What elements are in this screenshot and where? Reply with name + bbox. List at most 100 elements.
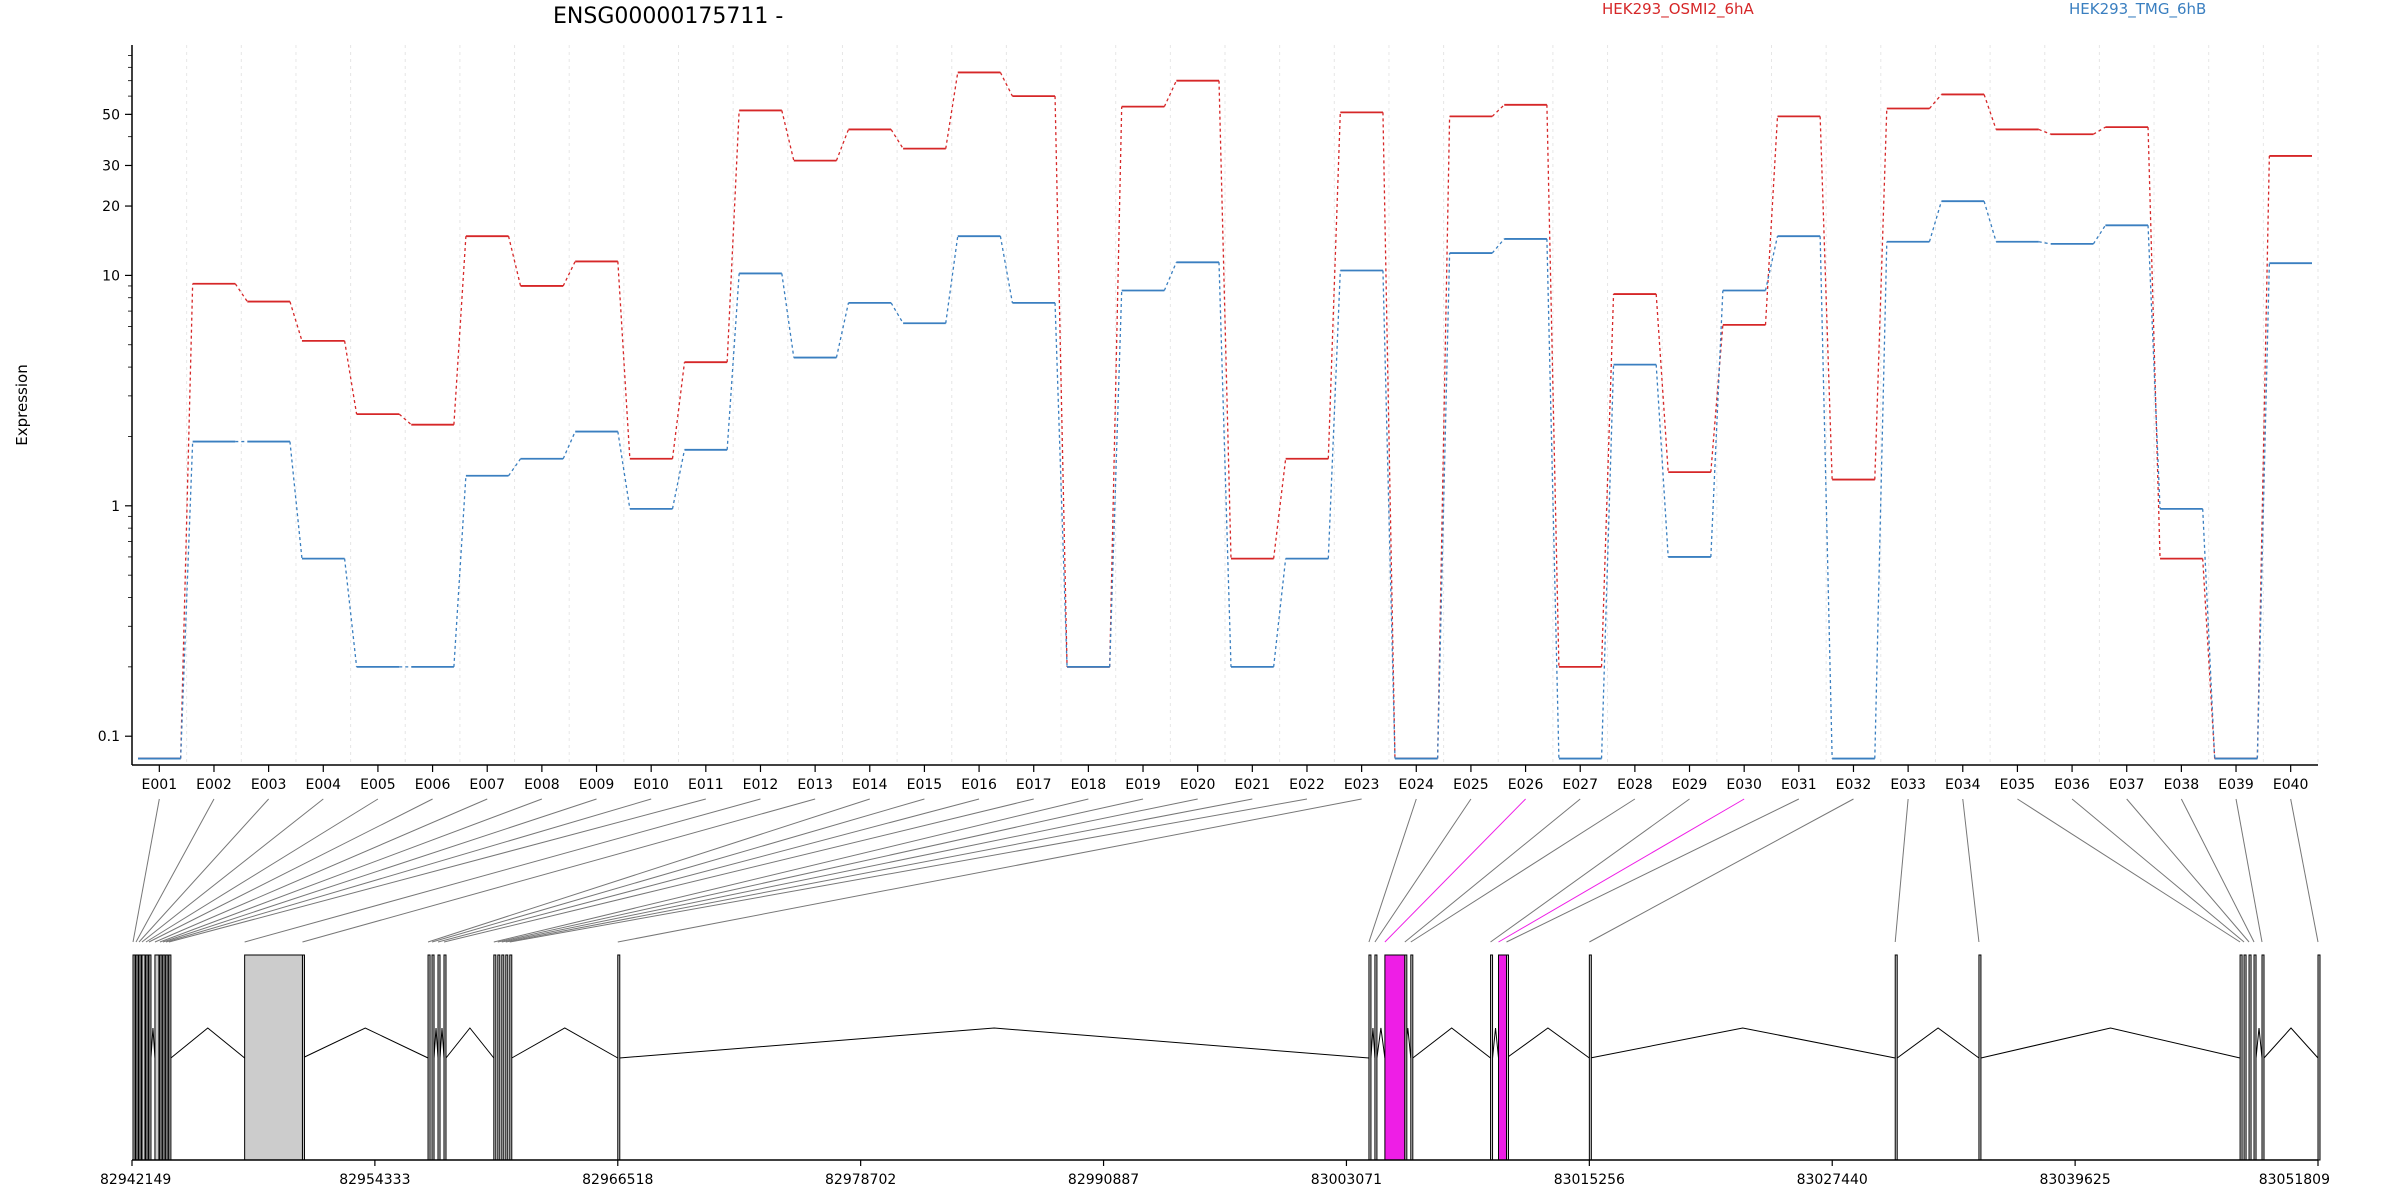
exon-connector xyxy=(2235,798,2263,943)
exon-connector xyxy=(1498,798,1745,943)
series-connector xyxy=(1546,238,1560,759)
exon-box xyxy=(2243,954,2247,1161)
exon-label: E012 xyxy=(743,777,779,793)
series-connector xyxy=(507,236,522,287)
series-connector xyxy=(1054,302,1068,667)
exon-connector xyxy=(1962,798,1980,943)
exon-connector xyxy=(431,798,925,943)
genome-tick-label: 82966518 xyxy=(582,1172,653,1188)
intron xyxy=(619,1027,1369,1059)
exon-connector xyxy=(162,798,597,943)
exon-box xyxy=(437,954,441,1161)
exon-box xyxy=(1978,954,1982,1161)
exon-box xyxy=(1410,954,1414,1161)
exon-box xyxy=(2239,954,2243,1161)
genome-tick-label: 83015256 xyxy=(1554,1172,1625,1188)
exon-box xyxy=(148,954,152,1161)
series-b xyxy=(138,200,2312,760)
exon-label: E018 xyxy=(1071,777,1107,793)
exon-box xyxy=(1498,954,1507,1161)
exon-connector xyxy=(1410,798,1636,943)
exon-label: E003 xyxy=(251,777,287,793)
series-connector xyxy=(781,273,795,358)
exon-box xyxy=(1404,954,1408,1161)
series-connector xyxy=(453,236,467,425)
exon-label: E005 xyxy=(360,777,396,793)
exon-connector xyxy=(244,798,761,943)
exon-connector xyxy=(2071,798,2245,943)
series-lines xyxy=(138,71,2312,760)
series-connector xyxy=(1163,262,1177,291)
exon-connector xyxy=(501,798,1198,943)
exon-label: E019 xyxy=(1125,777,1161,793)
series-connector xyxy=(562,261,576,287)
series-connector xyxy=(890,302,904,324)
exon-connector xyxy=(165,798,652,943)
exon-label: E023 xyxy=(1344,777,1380,793)
exon-connector xyxy=(427,798,870,943)
exon-label: E026 xyxy=(1508,777,1544,793)
exon-label: E037 xyxy=(2109,777,2145,793)
series-connector xyxy=(2256,155,2270,759)
exon-box xyxy=(1368,954,1372,1161)
exon-connector xyxy=(159,798,543,943)
series-connector xyxy=(343,558,358,667)
exon-box xyxy=(1505,954,1509,1161)
series-connector xyxy=(890,129,904,149)
exon-connector xyxy=(509,798,1308,943)
exon-connector xyxy=(132,798,160,943)
exon-label: E016 xyxy=(961,777,997,793)
series-connector xyxy=(781,110,795,161)
series-connector xyxy=(1600,294,1615,667)
exon-label: E022 xyxy=(1289,777,1325,793)
series-connector xyxy=(180,441,194,759)
exon-box xyxy=(154,954,160,1161)
exon-label: E010 xyxy=(633,777,669,793)
series-connector xyxy=(2147,225,2161,509)
exon-box xyxy=(145,954,149,1161)
exon-connector xyxy=(148,798,433,943)
series-connector xyxy=(1710,324,1724,473)
exon-label: E024 xyxy=(1398,777,1434,793)
exon-label: E008 xyxy=(524,777,560,793)
exon-connector xyxy=(302,798,816,943)
grid xyxy=(131,45,2319,765)
exon-box xyxy=(1384,954,1406,1161)
exon-label: E039 xyxy=(2218,777,2254,793)
exon-label: E014 xyxy=(852,777,888,793)
exon-box xyxy=(1490,954,1494,1161)
exon-box xyxy=(132,954,136,1161)
exon-label: E036 xyxy=(2054,777,2090,793)
x-axis: E001 E002 E003 E004 E005 E006 E007 E008 E009 E010… xyxy=(132,764,2318,793)
exon-box xyxy=(443,954,447,1161)
intron xyxy=(2255,1027,2263,1059)
series-connector xyxy=(1764,116,1779,325)
exon-label: E032 xyxy=(1836,777,1872,793)
series-connector xyxy=(617,431,631,509)
series-connector xyxy=(1655,364,1669,557)
exon-box xyxy=(2253,954,2257,1161)
series-connector xyxy=(1218,262,1232,667)
series-connector xyxy=(1874,108,1888,480)
exon-label: E030 xyxy=(1726,777,1762,793)
y-axis: 0.1 1 10 20 30 50 xyxy=(98,45,133,765)
y-tick-label: 20 xyxy=(102,199,120,215)
exon-label: E038 xyxy=(2164,777,2200,793)
series-connector xyxy=(453,475,467,667)
series-connector xyxy=(1874,241,1888,759)
exon-label: E001 xyxy=(142,777,178,793)
exon-box xyxy=(2317,954,2321,1161)
y-axis-label: Expression xyxy=(13,364,31,445)
exon-label: E007 xyxy=(469,777,505,793)
series-connector xyxy=(180,283,194,759)
exon-connector xyxy=(145,798,379,943)
exon-label: E006 xyxy=(415,777,451,793)
series-connector xyxy=(1163,80,1177,107)
exon-connector xyxy=(1490,798,1690,943)
gene-model xyxy=(132,954,2321,1161)
series-connector xyxy=(2256,263,2270,759)
intron xyxy=(1590,1027,1896,1059)
series-connector xyxy=(945,72,959,149)
genome-tick-label: 82978702 xyxy=(825,1172,896,1188)
